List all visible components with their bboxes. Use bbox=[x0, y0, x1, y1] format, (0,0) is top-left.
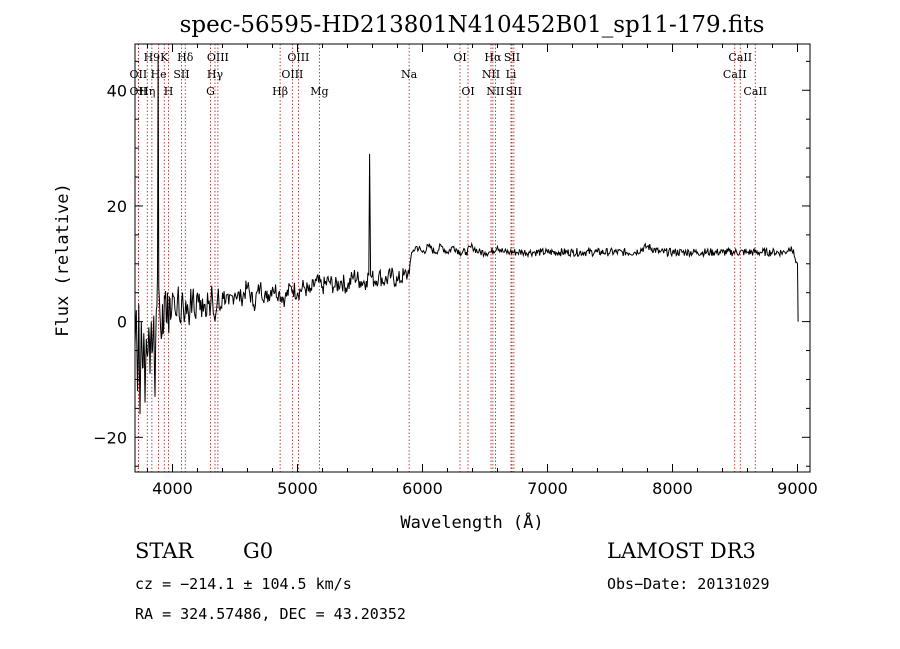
spectral-line-label: CaII bbox=[743, 85, 767, 98]
spectral-line-label: OI bbox=[461, 85, 474, 98]
spectral-line-label: NII bbox=[486, 85, 504, 98]
y-axis-label: Flux (relative) bbox=[53, 183, 73, 337]
spectral-subclass: G0 bbox=[243, 539, 273, 563]
spectral-line-label: NII bbox=[482, 68, 500, 81]
x-tick-label: 7000 bbox=[527, 479, 568, 498]
x-tick-label: 5000 bbox=[277, 479, 318, 498]
spectral-line-label: OIII bbox=[207, 51, 229, 64]
spectral-line-label: SII bbox=[504, 51, 520, 64]
survey-name: LAMOST DR3 bbox=[607, 539, 756, 563]
y-tick-label: 40 bbox=[107, 81, 127, 100]
spectral-line-label: Hγ bbox=[207, 68, 224, 81]
x-tick-label: 4000 bbox=[152, 479, 193, 498]
spectral-line-label: Hδ bbox=[177, 51, 194, 64]
flux-line bbox=[134, 55, 799, 415]
spectral-line-label: OII bbox=[130, 68, 148, 81]
spectral-line-label: Hβ bbox=[272, 85, 288, 98]
redshift-text: cz = −214.1 ± 104.5 km/s bbox=[135, 575, 352, 593]
chart-title: spec-56595-HD213801N410452B01_sp11-179.f… bbox=[180, 12, 765, 38]
spectral-line-label: CaII bbox=[728, 51, 752, 64]
spectral-line-label: H bbox=[164, 85, 174, 98]
spectral-line-label: OI bbox=[453, 51, 466, 64]
spectral-line-label: K bbox=[160, 51, 169, 64]
spectral-line-label: SII bbox=[173, 68, 189, 81]
spectral-line-label: Na bbox=[401, 68, 418, 81]
spectral-line-label: Mg bbox=[310, 85, 328, 98]
x-tick-label: 8000 bbox=[652, 479, 693, 498]
spectral-line-label: CaII bbox=[723, 68, 747, 81]
flux-series bbox=[134, 55, 799, 415]
x-axis-label: Wavelength (Å) bbox=[400, 511, 543, 533]
spectral-line-label: H9 bbox=[144, 51, 161, 64]
spectral-line-label: G bbox=[206, 85, 215, 98]
object-type: STAR bbox=[135, 539, 194, 563]
plot-frame bbox=[134, 43, 811, 473]
x-tick-label: 9000 bbox=[777, 479, 818, 498]
spectral-line-label: Hη bbox=[139, 85, 155, 98]
spectral-line-label: Hα bbox=[484, 51, 502, 64]
spectral-line-label: OIII bbox=[287, 51, 309, 64]
coordinates-text: RA = 324.57486, DEC = 43.20352 bbox=[135, 605, 406, 623]
obs-date-text: Obs−Date: 20131029 bbox=[607, 575, 770, 593]
x-tick-label: 6000 bbox=[402, 479, 443, 498]
spectral-line-label: SII bbox=[506, 85, 522, 98]
y-tick-label: 0 bbox=[117, 313, 127, 332]
spectral-line-markers bbox=[137, 44, 756, 472]
y-tick-label: −20 bbox=[93, 428, 127, 447]
spectral-line-label: Li bbox=[506, 68, 517, 81]
spectral-line-label: OIII bbox=[281, 68, 303, 81]
axis-ticks: 4000 5000 6000 7000 8000 9000 −20 0 20 40 bbox=[93, 44, 818, 498]
y-tick-label: 20 bbox=[107, 197, 127, 216]
spectral-line-label: OII bbox=[130, 85, 148, 98]
